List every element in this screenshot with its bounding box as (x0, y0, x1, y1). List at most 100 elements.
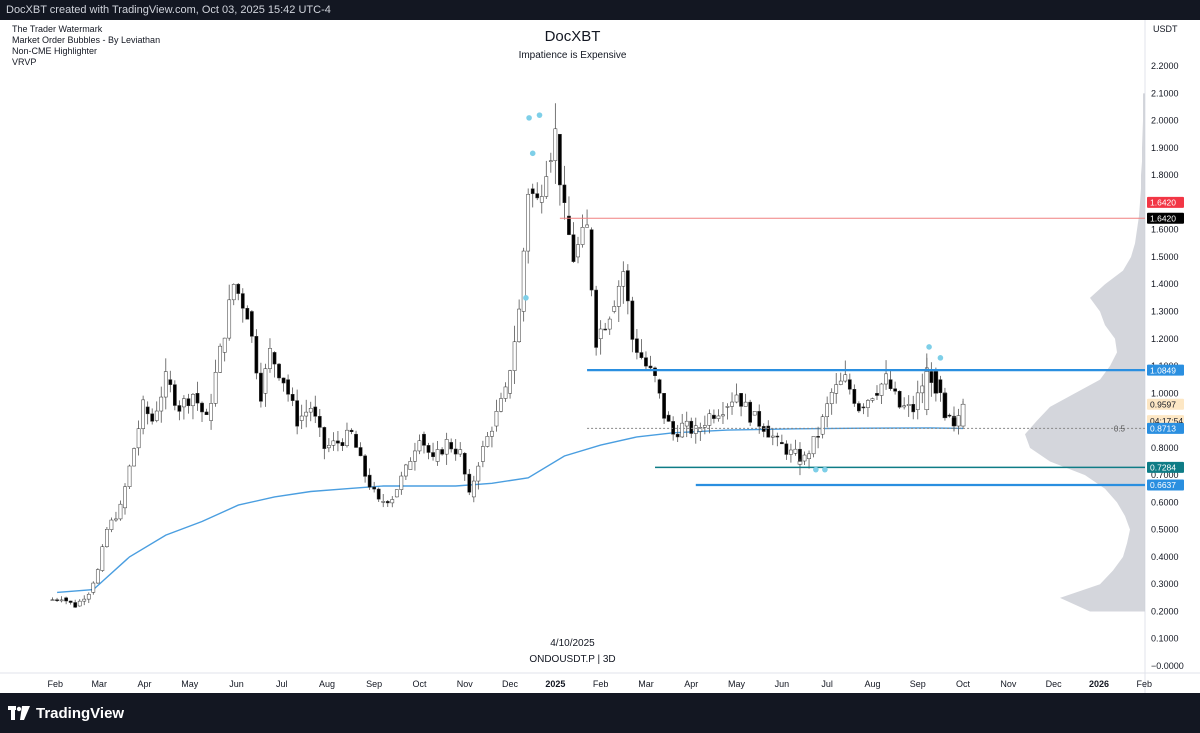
candle-body (707, 413, 712, 426)
candle-body (635, 338, 639, 353)
price-tick-label: 1.6000 (1151, 225, 1179, 235)
candle-body (544, 176, 549, 197)
price-tag[interactable] (1147, 364, 1184, 376)
candle-body (508, 370, 512, 394)
price-tag[interactable] (1147, 398, 1184, 410)
candle-body (132, 448, 136, 467)
indicator-item[interactable]: VRVP (12, 57, 37, 67)
order-bubble (536, 112, 543, 118)
candle-body (340, 442, 345, 446)
candle-body (698, 427, 703, 432)
candle-body (680, 422, 685, 438)
candle-body (494, 411, 499, 427)
price-tick-label: 2.1000 (1151, 88, 1179, 98)
moving-average-line (57, 427, 964, 594)
time-tick-label: Mar (91, 679, 107, 689)
price-tag[interactable] (1147, 212, 1184, 224)
price-tick-label: 1.4000 (1151, 279, 1179, 289)
candle-body (159, 396, 164, 412)
watermark-subtitle: Impatience is Expensive (518, 50, 627, 61)
candle-body (739, 393, 743, 407)
candle-body (336, 440, 340, 444)
candle-body (381, 501, 386, 503)
indicator-item[interactable]: Non-CME Highlighter (12, 46, 98, 56)
candle-body (825, 403, 830, 417)
candle-body (367, 474, 372, 488)
candle-body (915, 392, 920, 410)
price-axis-unit: USDT (1153, 24, 1178, 34)
candle-body (589, 229, 594, 291)
price-tick-label: 0.7000 (1151, 470, 1179, 480)
candle-body (114, 518, 118, 521)
indicator-item[interactable]: Market Order Bubbles - By Leviathan (12, 35, 161, 45)
candle-body (734, 394, 739, 403)
candle-body (630, 300, 635, 340)
chart-area[interactable]: 0.52.20002.10002.00001.90001.80001.70001… (0, 20, 1200, 693)
candle-body (802, 454, 807, 462)
candle-body (299, 415, 304, 421)
candle-body (662, 392, 666, 419)
candle-body (444, 439, 449, 455)
price-tag[interactable] (1147, 461, 1184, 473)
price-tag[interactable] (1147, 479, 1184, 491)
candle-body (286, 379, 290, 395)
candle-body (906, 404, 911, 406)
candle-body (929, 371, 934, 383)
candle-body (358, 447, 363, 457)
candle-body (259, 372, 263, 402)
candle-body (503, 386, 508, 399)
candle-body (195, 393, 200, 404)
candle-body (653, 367, 657, 376)
candle-body (553, 128, 558, 161)
candle-body (82, 598, 87, 602)
candle-body (313, 406, 318, 417)
candle-body (331, 440, 336, 446)
candle-body (404, 464, 408, 477)
candle-body (594, 289, 598, 348)
candle-body (268, 348, 272, 369)
tradingview-logo[interactable]: TradingView (8, 703, 124, 723)
candle-body (322, 427, 327, 449)
candle-body (372, 486, 377, 490)
price-tag-text: 0.6637 (1150, 480, 1176, 490)
time-tick-label: Dec (502, 679, 519, 689)
candle-body (780, 442, 784, 445)
candle-body (811, 436, 816, 455)
candle-body (933, 371, 939, 394)
price-tick-label: 0.6000 (1151, 497, 1179, 507)
candle-body (712, 414, 716, 419)
footer-bar: TradingView (0, 693, 1200, 733)
time-tick-label: Sep (366, 679, 382, 689)
candle-body (385, 501, 390, 504)
price-tag[interactable] (1147, 196, 1184, 208)
price-chart[interactable]: 0.52.20002.10002.00001.90001.80001.70001… (0, 20, 1200, 693)
candle-body (363, 455, 367, 477)
candle-body (462, 453, 467, 475)
candle-body (644, 357, 648, 367)
price-tick-label: 0.8000 (1151, 443, 1179, 453)
price-tag[interactable] (1147, 422, 1184, 434)
candle-body (182, 398, 186, 408)
candle-body (625, 270, 630, 302)
price-tick-label: 1.3000 (1151, 306, 1179, 316)
candle-body (136, 428, 141, 449)
candle-body (399, 475, 404, 490)
price-tag-text: 1.0849 (1150, 365, 1176, 375)
candle-body (752, 411, 757, 416)
time-tick-label: Jun (229, 679, 244, 689)
price-tick-label: 1.2000 (1151, 334, 1179, 344)
indicator-item[interactable]: The Trader Watermark (12, 24, 103, 34)
price-tick-label: −0.0000 (1151, 661, 1184, 671)
candle-body (888, 379, 893, 389)
candle-body (675, 433, 680, 438)
candle-body (725, 406, 730, 408)
candle-body (721, 414, 725, 417)
candle-body (200, 402, 204, 413)
price-tick-label: 0.3000 (1151, 579, 1179, 589)
candle-body (471, 480, 476, 498)
candle-body (517, 308, 521, 343)
order-bubble (926, 344, 932, 350)
candle-body (648, 365, 653, 369)
time-tick-label: Feb (1137, 679, 1153, 689)
time-tick-label: Sep (910, 679, 926, 689)
